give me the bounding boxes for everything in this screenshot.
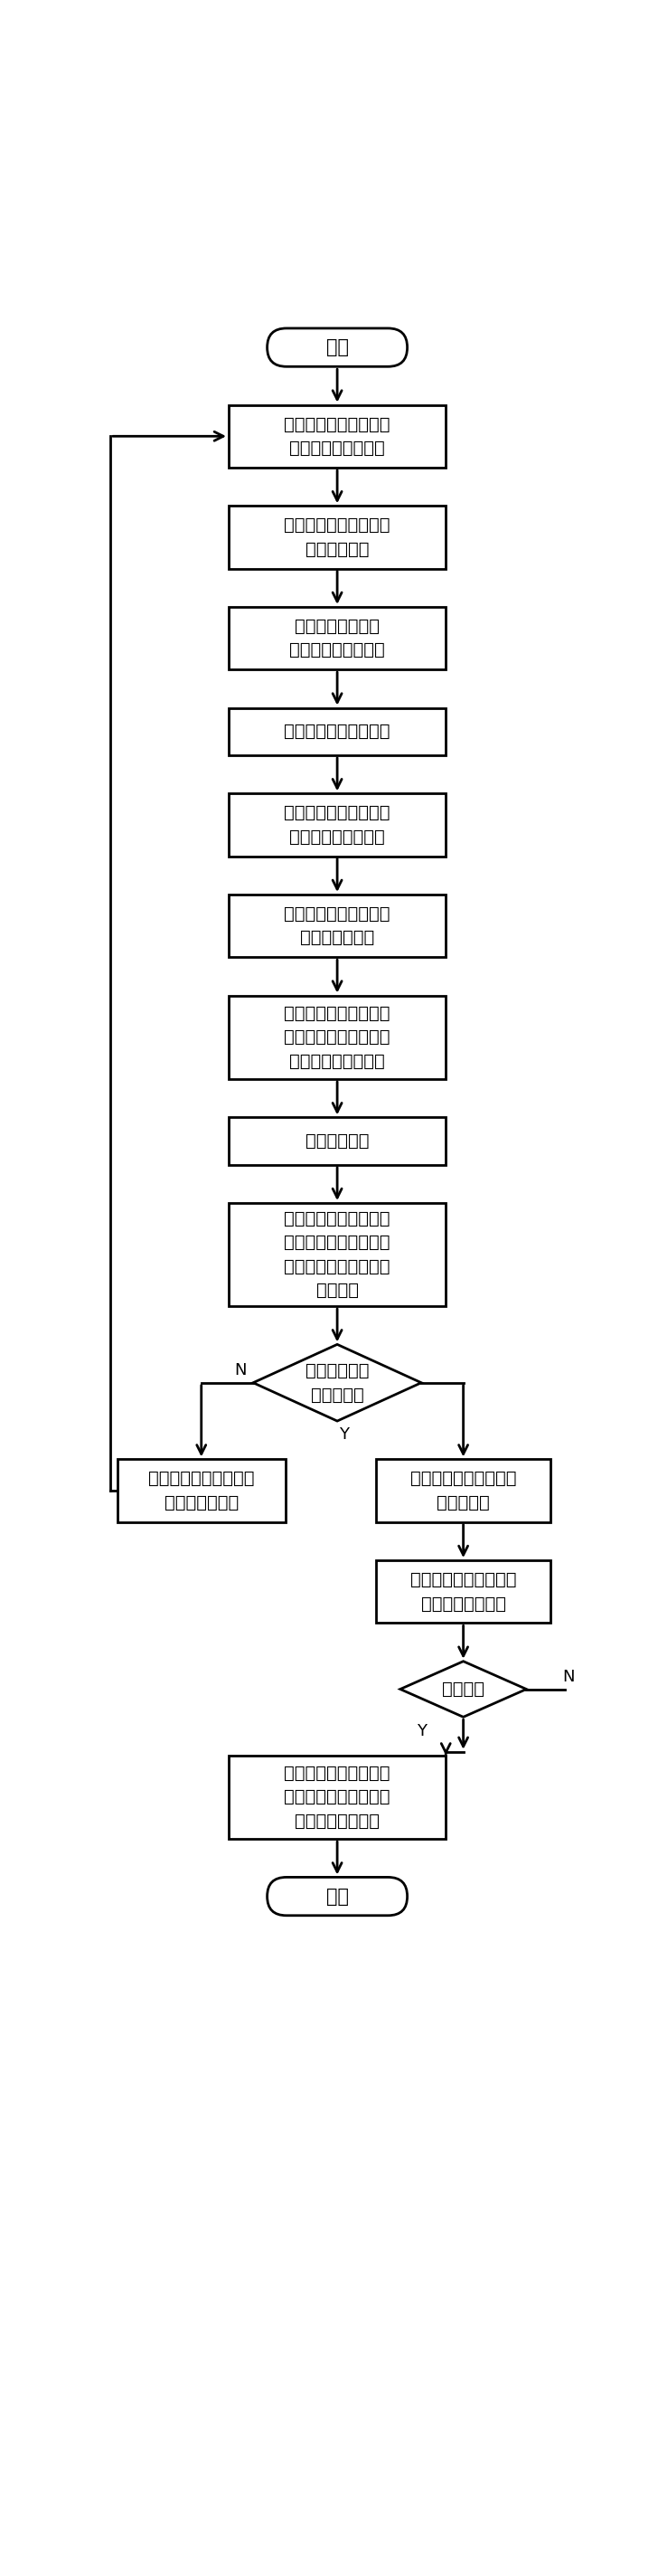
Text: Y: Y (340, 1427, 349, 1443)
Polygon shape (253, 1345, 421, 1422)
FancyBboxPatch shape (228, 1203, 446, 1306)
Text: 利用预警显示判别模型
判断是否需要预警: 利用预警显示判别模型 判断是否需要预警 (410, 1571, 517, 1613)
Text: N: N (234, 1363, 247, 1378)
Text: 采用交汇点动态计算模
型预测主路车辆和匹道
车辆行驶轨迹交汇点: 采用交汇点动态计算模 型预测主路车辆和匹道 车辆行驶轨迹交汇点 (284, 1005, 390, 1069)
Text: 对主路和匹道车流量进
行标准化处理: 对主路和匹道车流量进 行标准化处理 (284, 518, 390, 559)
Text: N: N (563, 1669, 574, 1685)
FancyBboxPatch shape (376, 1461, 551, 1522)
Text: 结束: 结束 (326, 1888, 349, 1906)
Text: 周期性获取主路和匹道
流量检测设备的信息: 周期性获取主路和匹道 流量检测设备的信息 (284, 415, 390, 456)
Text: 对事件等级进行标准化: 对事件等级进行标准化 (284, 724, 390, 739)
FancyBboxPatch shape (376, 1561, 551, 1623)
Text: 开始: 开始 (326, 337, 349, 355)
FancyBboxPatch shape (228, 894, 446, 958)
Text: 计算碰撞系数: 计算碰撞系数 (305, 1133, 369, 1149)
Text: 将预警信息发送到可变
电子情报板显示: 将预警信息发送到可变 电子情报板显示 (148, 1471, 255, 1512)
FancyBboxPatch shape (117, 1461, 286, 1522)
Text: 对主路和匹道车辆车型
进行标准化处理: 对主路和匹道车辆车型 进行标准化处理 (284, 904, 390, 945)
Text: 周期性获取主路和匹道
车辆检测设备的信息: 周期性获取主路和匹道 车辆检测设备的信息 (284, 804, 390, 845)
FancyBboxPatch shape (267, 1878, 407, 1917)
Text: Y: Y (417, 1723, 426, 1739)
FancyBboxPatch shape (267, 327, 407, 366)
Text: 预警信息发送给车载计
算通信单元: 预警信息发送给车载计 算通信单元 (410, 1471, 517, 1512)
Polygon shape (400, 1662, 526, 1718)
FancyBboxPatch shape (228, 608, 446, 670)
Text: 采用碰撞风险计算模型
计算基于流量、车型、
事件和碰撞系数的综合
碰撞风险: 采用碰撞风险计算模型 计算基于流量、车型、 事件和碰撞系数的综合 碰撞风险 (284, 1211, 390, 1298)
FancyBboxPatch shape (228, 1754, 446, 1839)
FancyBboxPatch shape (228, 994, 446, 1079)
Text: 周期性获取合流区
事件检测设备的信息: 周期性获取合流区 事件检测设备的信息 (290, 618, 385, 659)
FancyBboxPatch shape (228, 505, 446, 569)
Text: 需要预警: 需要预警 (442, 1680, 484, 1698)
FancyBboxPatch shape (228, 708, 446, 755)
FancyBboxPatch shape (228, 404, 446, 469)
FancyBboxPatch shape (228, 1118, 446, 1164)
Text: 预警信息发送给显示终
端以语音、图片、文字
方式展示预警信息: 预警信息发送给显示终 端以语音、图片、文字 方式展示预警信息 (284, 1765, 390, 1829)
Text: 综合碰撞风险
大于阀值？: 综合碰撞风险 大于阀值？ (305, 1363, 369, 1404)
FancyBboxPatch shape (228, 793, 446, 855)
